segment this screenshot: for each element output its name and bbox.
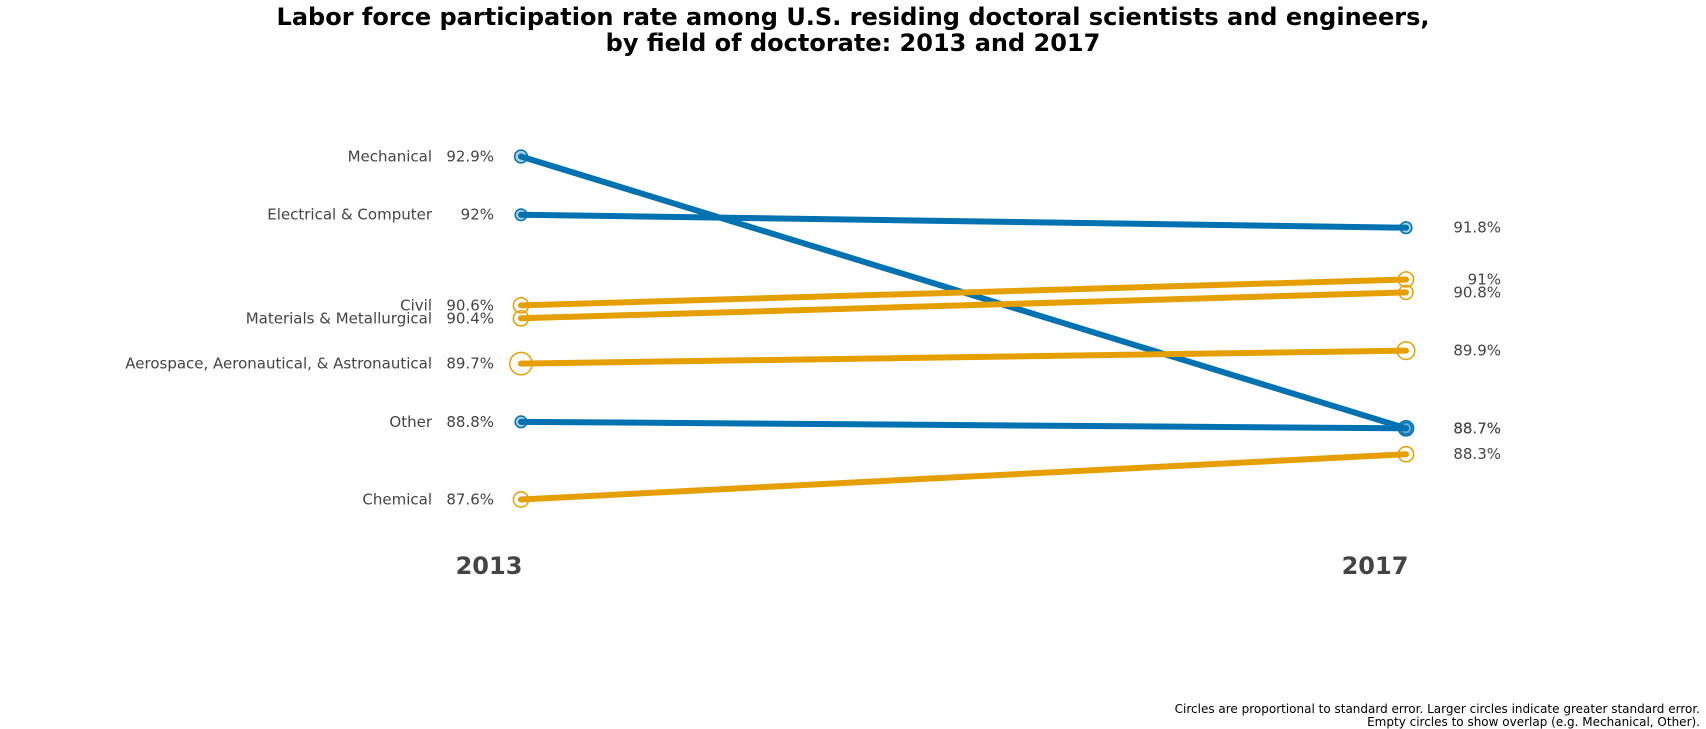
point-materials-metallurgical-2013 bbox=[512, 309, 530, 327]
value-label-2013-chemical: 87.6% bbox=[446, 491, 494, 509]
value-label-2013-other: 88.8% bbox=[446, 413, 494, 431]
value-label-2017-chemical: 88.3% bbox=[1453, 445, 1501, 463]
value-label-2017-mechanical: 88.7% bbox=[1453, 419, 1501, 437]
series-labels: Mechanical 92.9% 88.7% Electrical & Compute… bbox=[125, 148, 1501, 509]
value-label-2017-other: 88.7% bbox=[1453, 419, 1501, 437]
point-center-mechanical-2013 bbox=[518, 154, 524, 159]
category-label-electrical-computer: Electrical & Computer bbox=[267, 206, 433, 224]
category-label-aerospace-aeronautical-astronautical: Aerospace, Aeronautical, & Astronautical bbox=[125, 355, 432, 373]
point-center-electrical-computer-2017 bbox=[1403, 225, 1409, 231]
point-aerospace-aeronautical-astronautical-2017 bbox=[1396, 341, 1416, 361]
point-center-electrical-computer-2013 bbox=[518, 212, 524, 218]
chart-title-line-1: Labor force participation rate among U.S… bbox=[277, 3, 1430, 31]
category-label-mechanical: Mechanical bbox=[348, 148, 432, 166]
line-other bbox=[518, 418, 1409, 432]
series-points bbox=[509, 149, 1416, 508]
x-label-2017: 2017 bbox=[1342, 552, 1409, 580]
value-label-2013-electrical-computer: 92% bbox=[461, 206, 494, 224]
value-label-2013-mechanical: 92.9% bbox=[446, 148, 494, 166]
category-label-other: Other bbox=[389, 413, 432, 431]
category-label-materials-metallurgical: Materials & Metallurgical bbox=[246, 309, 432, 327]
value-label-2017-aerospace-aeronautical-astronautical: 89.9% bbox=[1453, 342, 1501, 360]
value-label-2017-electrical-computer: 91.8% bbox=[1453, 219, 1501, 237]
point-materials-metallurgical-2017 bbox=[1398, 284, 1414, 301]
value-label-2017-civil: 91% bbox=[1468, 270, 1501, 288]
point-civil-2013 bbox=[512, 296, 530, 314]
line-aerospace-aeronautical-astronautical bbox=[518, 347, 1409, 367]
line-civil bbox=[518, 276, 1409, 309]
line-materials-metallurgical bbox=[518, 289, 1409, 322]
category-label-civil: Civil bbox=[400, 296, 432, 314]
series-lines bbox=[518, 153, 1409, 503]
point-center-other-2013 bbox=[518, 419, 524, 425]
point-civil-2017 bbox=[1397, 271, 1415, 288]
value-label-2013-civil: 90.6% bbox=[446, 296, 494, 314]
value-label-2013-aerospace-aeronautical-astronautical: 89.7% bbox=[446, 355, 494, 373]
x-label-2013: 2013 bbox=[456, 552, 523, 580]
value-label-2013-materials-metallurgical: 90.4% bbox=[446, 309, 494, 327]
point-chemical-2013 bbox=[512, 491, 530, 508]
chart-title-line-2: by field of doctorate: 2013 and 2017 bbox=[606, 29, 1101, 57]
footnote-line-1: Circles are proportional to standard err… bbox=[1175, 702, 1700, 716]
line-chemical bbox=[518, 451, 1409, 503]
line-electrical-computer bbox=[518, 211, 1409, 231]
footnote-line-2: Empty circles to show overlap (e.g. Mech… bbox=[1367, 715, 1700, 729]
point-chemical-2017 bbox=[1397, 445, 1415, 463]
point-center-other-2017 bbox=[1403, 425, 1409, 431]
value-label-2017-materials-metallurgical: 90.8% bbox=[1453, 283, 1501, 301]
category-label-chemical: Chemical bbox=[362, 491, 432, 509]
point-aerospace-aeronautical-astronautical-2013 bbox=[509, 351, 533, 376]
